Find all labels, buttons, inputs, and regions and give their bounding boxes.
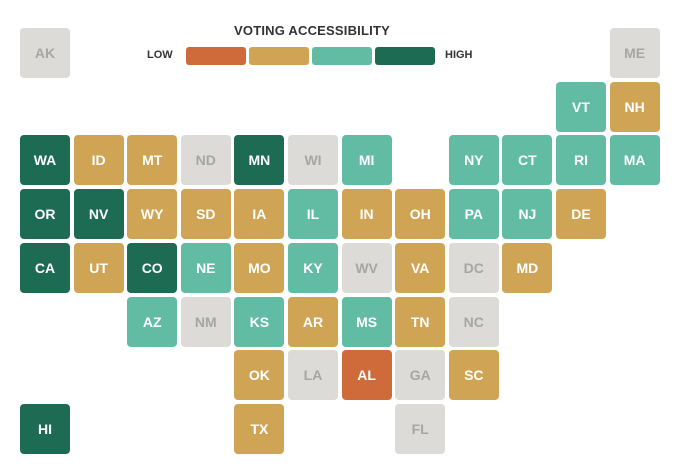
state-tile: MN [234,135,285,186]
state-tile: ME [609,28,660,78]
state-tile: WA [20,135,70,186]
legend-swatch [186,47,246,65]
state-tile: AZ [127,296,178,347]
state-tile: OH [395,189,446,240]
state-tile: CA [20,242,70,293]
state-tile: AR [288,296,338,347]
state-tile: NH [609,81,660,132]
state-tile: NC [448,296,499,347]
state-tile: NY [448,135,499,186]
state-tile: ND [180,135,231,186]
legend-swatch [312,47,372,65]
state-tile: WY [127,189,178,240]
state-tile: OK [234,350,285,401]
state-tile: IL [288,189,338,240]
state-tile: NV [73,189,124,240]
state-tile: MT [127,135,178,186]
state-tile: TN [395,296,446,347]
state-tile: AL [341,350,392,401]
state-tile: WV [341,242,392,293]
state-tile: DE [556,189,606,240]
legend-swatch [249,47,309,65]
state-tile: KY [288,242,338,293]
state-tile: WI [288,135,338,186]
state-tile: MD [502,242,553,293]
state-tile: SC [448,350,499,401]
state-tile: NJ [502,189,553,240]
state-tile: SD [180,189,231,240]
state-tile: CO [127,242,178,293]
state-tile: NE [180,242,231,293]
state-tile: MA [609,135,660,186]
state-tile: RI [556,135,606,186]
state-tile: UT [73,242,124,293]
state-tile: IA [234,189,285,240]
state-tile: NM [180,296,231,347]
state-tile: HI [20,403,70,454]
legend-low: LOW [147,49,173,61]
state-tile: CT [502,135,553,186]
state-tile: AK [20,28,70,78]
state-tile: TX [234,403,285,454]
state-tile: LA [288,350,338,401]
state-tile: OR [20,189,70,240]
legend-swatch [375,47,435,65]
state-tile: MS [341,296,392,347]
state-tile: ID [73,135,124,186]
state-tile: DC [448,242,499,293]
state-tile: KS [234,296,285,347]
state-tile: IN [341,189,392,240]
state-tile: FL [395,403,446,454]
state-tile: MI [341,135,392,186]
legend-high: HIGH [445,49,473,61]
state-tile: PA [448,189,499,240]
map-title: VOTING ACCESSIBILITY [234,23,390,38]
state-tile: GA [395,350,446,401]
state-tile: VT [556,81,606,132]
state-tile: MO [234,242,285,293]
state-tile: VA [395,242,446,293]
